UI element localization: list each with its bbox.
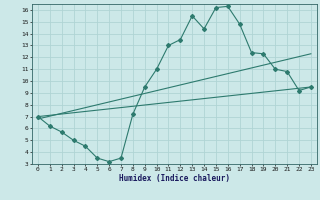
X-axis label: Humidex (Indice chaleur): Humidex (Indice chaleur)	[119, 174, 230, 183]
